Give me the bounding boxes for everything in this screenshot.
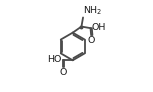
Text: OH: OH	[92, 23, 106, 32]
Text: O: O	[88, 36, 95, 45]
Text: NH$_2$: NH$_2$	[83, 5, 103, 17]
Text: O: O	[59, 68, 67, 77]
Text: HO: HO	[47, 55, 62, 64]
